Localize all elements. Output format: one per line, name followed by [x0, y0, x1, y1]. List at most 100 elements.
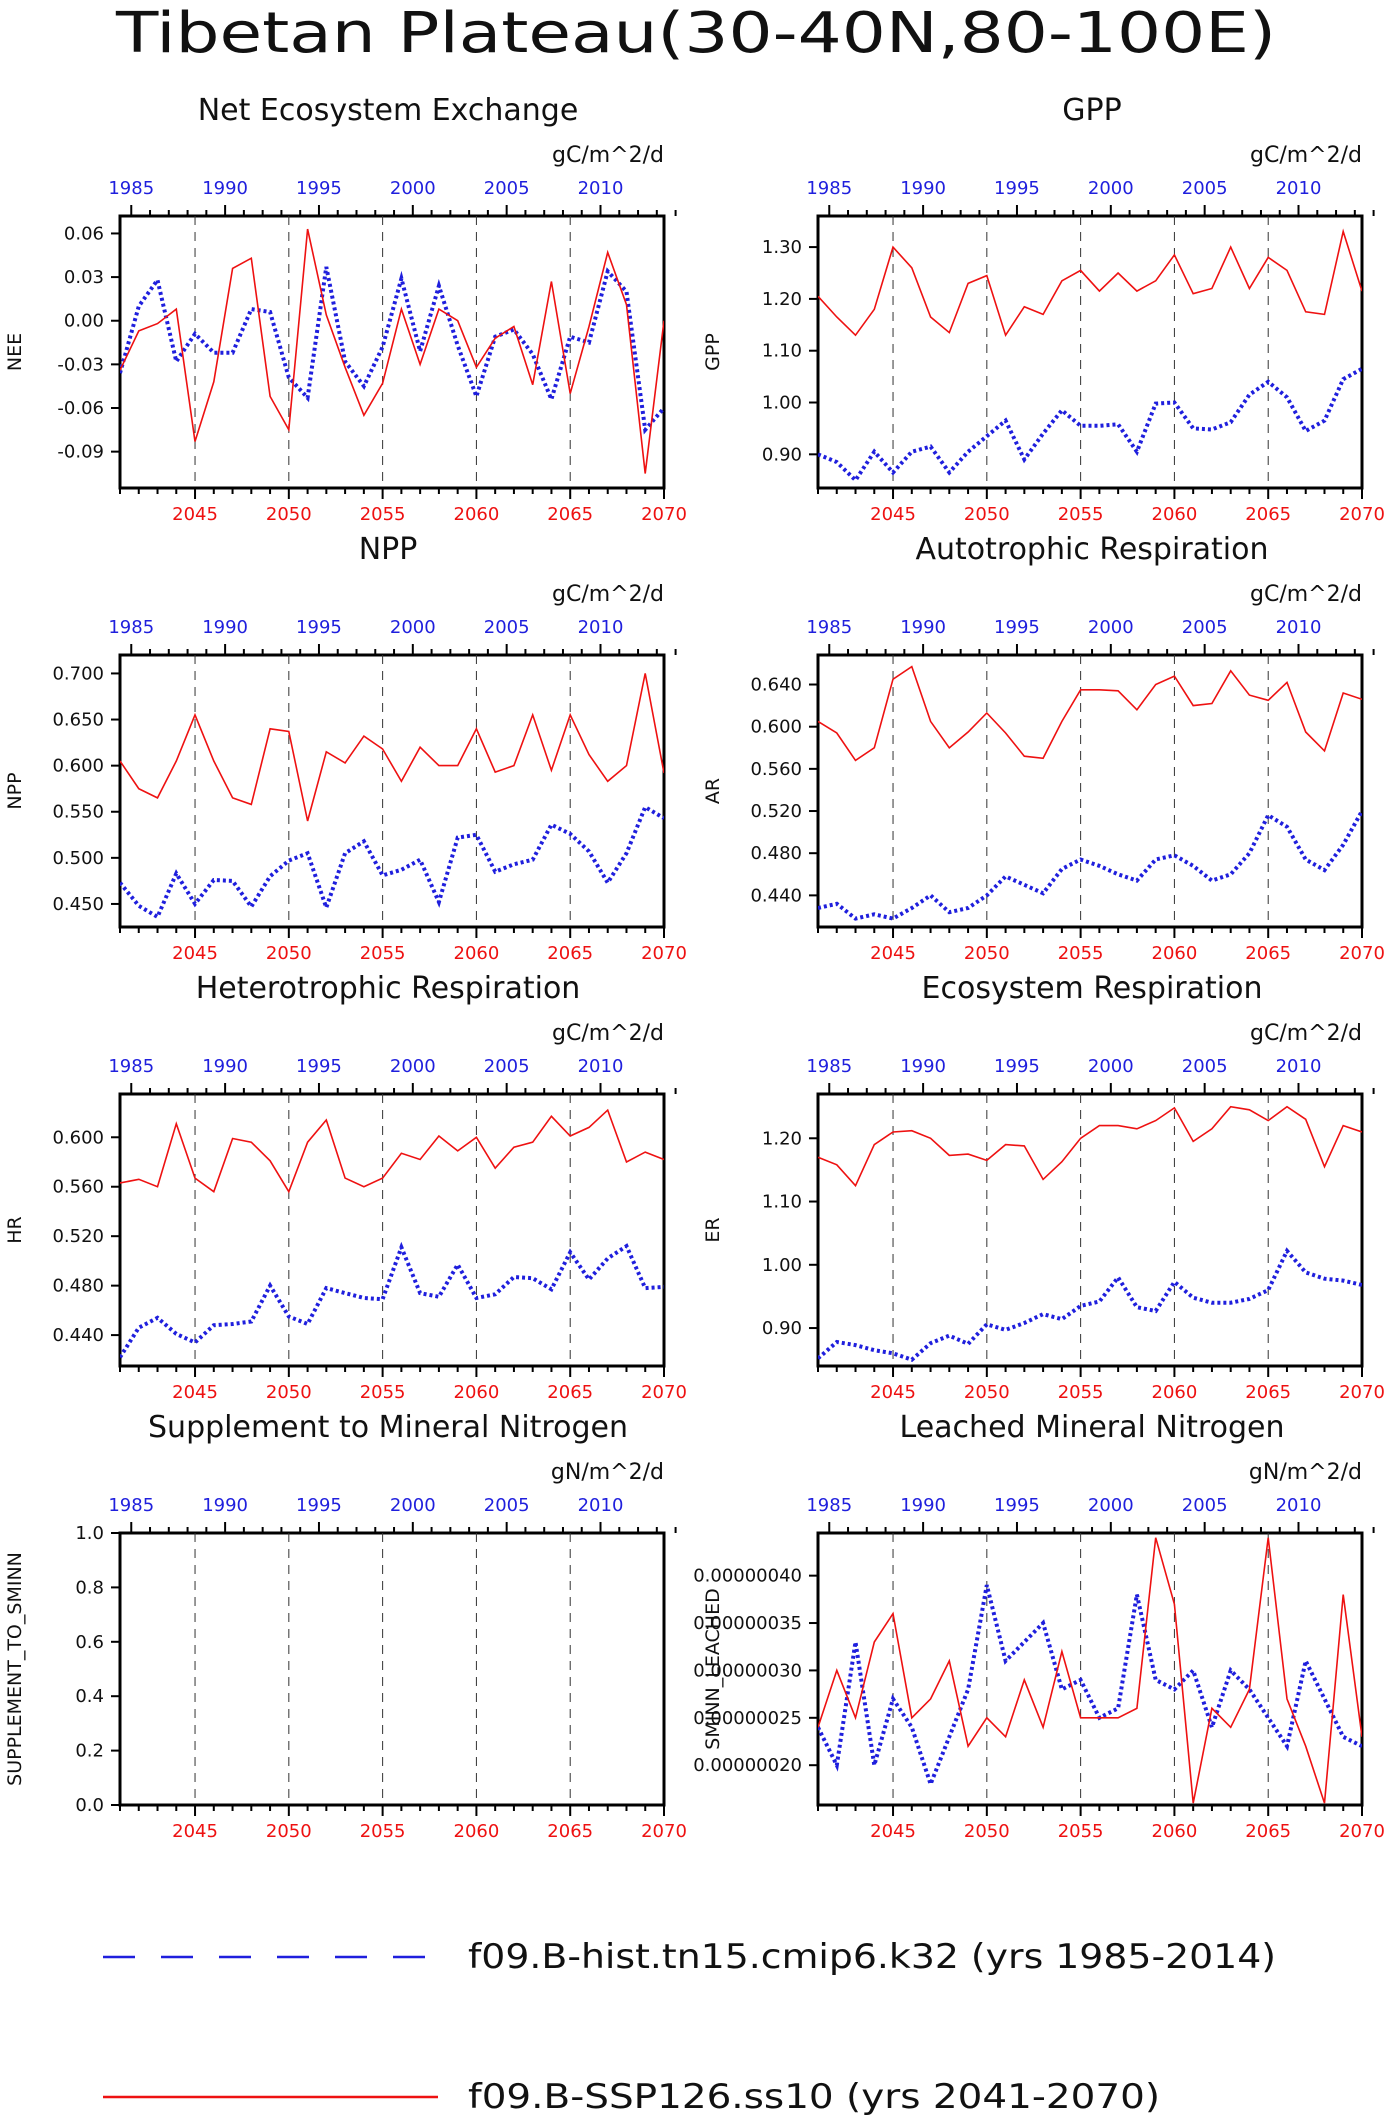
y-tick-label: 0.03: [64, 267, 104, 288]
panel-1: Net Ecosystem Exchange gC/m^2/d 1985 1990 19…: [4, 93, 687, 525]
y-tick-label: 0.550: [52, 802, 104, 823]
y-tick-label: 1.00: [762, 393, 802, 414]
top-tick-label: 1990: [900, 1056, 946, 1077]
bottom-tick-label: 2050: [266, 504, 312, 525]
bottom-tick-label: 2055: [360, 943, 406, 964]
panel-title: NPP: [359, 532, 418, 567]
y-tick-label: 0.650: [52, 710, 104, 731]
series-line-ssp: [818, 1105, 1362, 1188]
top-tick-label: 1995: [994, 617, 1040, 638]
units-label: gC/m^2/d: [552, 143, 664, 168]
bottom-tick-label: 2065: [547, 943, 593, 964]
y-tick-label: 0.90: [762, 444, 802, 465]
top-tick-label: 1985: [806, 178, 852, 199]
plot-frame: [118, 1531, 666, 1807]
bottom-tick-label: 2045: [172, 1821, 218, 1842]
y-tick-label: 0.480: [750, 843, 802, 864]
top-tick-label: 1985: [108, 178, 154, 199]
bottom-tick-label: 2065: [1245, 1821, 1291, 1842]
y-tick-label: 0.520: [52, 1226, 104, 1247]
bottom-tick-label: 2055: [1058, 1821, 1104, 1842]
top-tick-label: 1995: [296, 178, 342, 199]
y-tick-label: 0.00000020: [693, 1755, 802, 1776]
units-label: gC/m^2/d: [552, 1021, 664, 1046]
bottom-tick-label: 2060: [454, 1382, 500, 1403]
top-tick-label: 2010: [1276, 1495, 1322, 1516]
y-tick-label: 1.0: [75, 1523, 104, 1544]
top-tick-label: 1995: [296, 1495, 342, 1516]
bottom-tick-label: 2070: [641, 1382, 687, 1403]
y-tick-label: 0.00000025: [693, 1708, 802, 1729]
top-tick-label: 1995: [296, 617, 342, 638]
series-line-hist: [818, 367, 1362, 484]
y-tick-label: 0.2: [75, 1741, 104, 1762]
y-tick-label: 1.00: [762, 1255, 802, 1276]
bottom-tick-label: 2050: [964, 1821, 1010, 1842]
y-tick-label: 0.440: [52, 1325, 104, 1346]
plot-frame: [118, 653, 666, 929]
bottom-tick-label: 2060: [1152, 1821, 1198, 1842]
y-tick-label: 0.440: [750, 885, 802, 906]
top-tick-label: 1990: [900, 1495, 946, 1516]
panel-title: Autotrophic Respiration: [915, 532, 1268, 567]
y-tick-label: 0.00000030: [693, 1660, 802, 1681]
top-tick-label: 2005: [1182, 178, 1228, 199]
y-tick-label: 0.600: [52, 1127, 104, 1148]
top-tick-label: 2005: [484, 1056, 530, 1077]
bottom-tick-label: 2055: [1058, 943, 1104, 964]
bottom-tick-label: 2070: [1339, 1821, 1385, 1842]
top-tick-label: 2000: [1088, 617, 1134, 638]
bottom-tick-label: 2065: [547, 1382, 593, 1403]
top-tick-label: 2000: [1088, 1056, 1134, 1077]
bottom-tick-label: 2045: [172, 943, 218, 964]
units-label: gN/m^2/d: [1249, 1460, 1362, 1485]
top-tick-label: 1990: [202, 1495, 248, 1516]
series-line-hist: [120, 1241, 664, 1359]
top-tick-label: 1990: [202, 617, 248, 638]
top-tick-label: 2005: [1182, 1495, 1228, 1516]
y-tick-label: 0.480: [52, 1276, 104, 1297]
top-tick-label: 1990: [900, 178, 946, 199]
bottom-tick-label: 2045: [870, 943, 916, 964]
bottom-tick-label: 2065: [1245, 1382, 1291, 1403]
plot-frame: [816, 1531, 1364, 1807]
y-axis-label: HR: [4, 1216, 26, 1244]
top-tick-label: 1995: [994, 1495, 1040, 1516]
panel-6: Ecosystem Respiration gC/m^2/d 1985 1990 199…: [702, 971, 1385, 1403]
y-tick-label: 1.20: [762, 1128, 802, 1149]
y-tick-label: 0.4: [75, 1686, 104, 1707]
top-tick-label: 2010: [578, 178, 624, 199]
series-line-ssp: [818, 228, 1362, 338]
plot-frame: [816, 214, 1364, 490]
series-line-hist: [120, 804, 664, 920]
bottom-tick-label: 2070: [641, 943, 687, 964]
figure-title: Tibetan Plateau(30-40N,80-100E): [115, 1, 1276, 66]
top-tick-label: 2000: [390, 1495, 436, 1516]
units-label: gC/m^2/d: [1250, 1021, 1362, 1046]
panel-4: Autotrophic Respiration gC/m^2/d 1985 1990 1…: [702, 532, 1385, 964]
panels: Net Ecosystem Exchange gC/m^2/d 1985 1990 19…: [4, 93, 1385, 1842]
y-tick-label: 1.30: [762, 237, 802, 258]
bottom-tick-label: 2055: [360, 1382, 406, 1403]
bottom-tick-label: 2045: [172, 1382, 218, 1403]
y-tick-label: 0.500: [52, 848, 104, 869]
bottom-tick-label: 2060: [454, 943, 500, 964]
bottom-tick-label: 2065: [1245, 943, 1291, 964]
bottom-tick-label: 2065: [547, 1821, 593, 1842]
plot-frame: [118, 214, 666, 490]
y-tick-label: 0.560: [52, 1177, 104, 1198]
bottom-tick-label: 2045: [870, 504, 916, 525]
bottom-tick-label: 2050: [964, 943, 1010, 964]
top-tick-label: 1985: [108, 1495, 154, 1516]
panel-3: NPP gC/m^2/d 1985 1990 1995 2000 2005 2010 2045 2…: [4, 532, 687, 964]
top-tick-label: 1985: [108, 1056, 154, 1077]
y-tick-label: 0.600: [750, 717, 802, 738]
y-tick-label: 0.520: [750, 801, 802, 822]
top-tick-label: 2000: [1088, 178, 1134, 199]
top-tick-label: 2005: [484, 178, 530, 199]
bottom-tick-label: 2050: [266, 1821, 312, 1842]
y-tick-label: -0.09: [57, 442, 104, 463]
legend-label-hist: f09.B-hist.tn15.cmip6.k32 (yrs 1985-2014…: [468, 1937, 1276, 1977]
top-tick-label: 2010: [578, 1495, 624, 1516]
